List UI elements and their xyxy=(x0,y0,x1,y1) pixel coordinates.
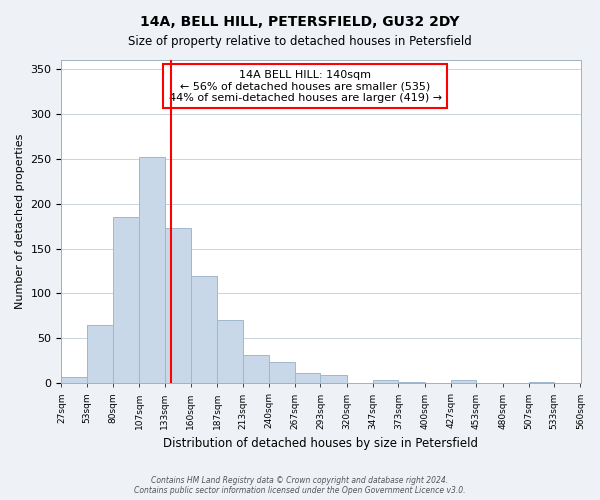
Bar xyxy=(295,374,320,384)
X-axis label: Distribution of detached houses by size in Petersfield: Distribution of detached houses by size … xyxy=(163,437,478,450)
Bar xyxy=(242,356,269,384)
Text: 14A, BELL HILL, PETERSFIELD, GU32 2DY: 14A, BELL HILL, PETERSFIELD, GU32 2DY xyxy=(140,15,460,29)
Bar xyxy=(529,382,554,384)
Bar xyxy=(87,325,113,384)
Bar xyxy=(269,362,295,384)
Bar xyxy=(113,217,139,384)
Text: 14A BELL HILL: 140sqm
← 56% of detached houses are smaller (535)
44% of semi-det: 14A BELL HILL: 140sqm ← 56% of detached … xyxy=(169,70,442,103)
Bar xyxy=(191,276,217,384)
Bar xyxy=(398,382,425,384)
Y-axis label: Number of detached properties: Number of detached properties xyxy=(15,134,25,310)
Bar xyxy=(373,380,398,384)
Text: Size of property relative to detached houses in Petersfield: Size of property relative to detached ho… xyxy=(128,35,472,48)
Bar xyxy=(164,228,191,384)
Bar xyxy=(451,380,476,384)
Bar xyxy=(320,375,347,384)
Text: Contains HM Land Registry data © Crown copyright and database right 2024.
Contai: Contains HM Land Registry data © Crown c… xyxy=(134,476,466,495)
Bar xyxy=(217,320,242,384)
Bar xyxy=(139,157,164,384)
Bar xyxy=(61,377,87,384)
